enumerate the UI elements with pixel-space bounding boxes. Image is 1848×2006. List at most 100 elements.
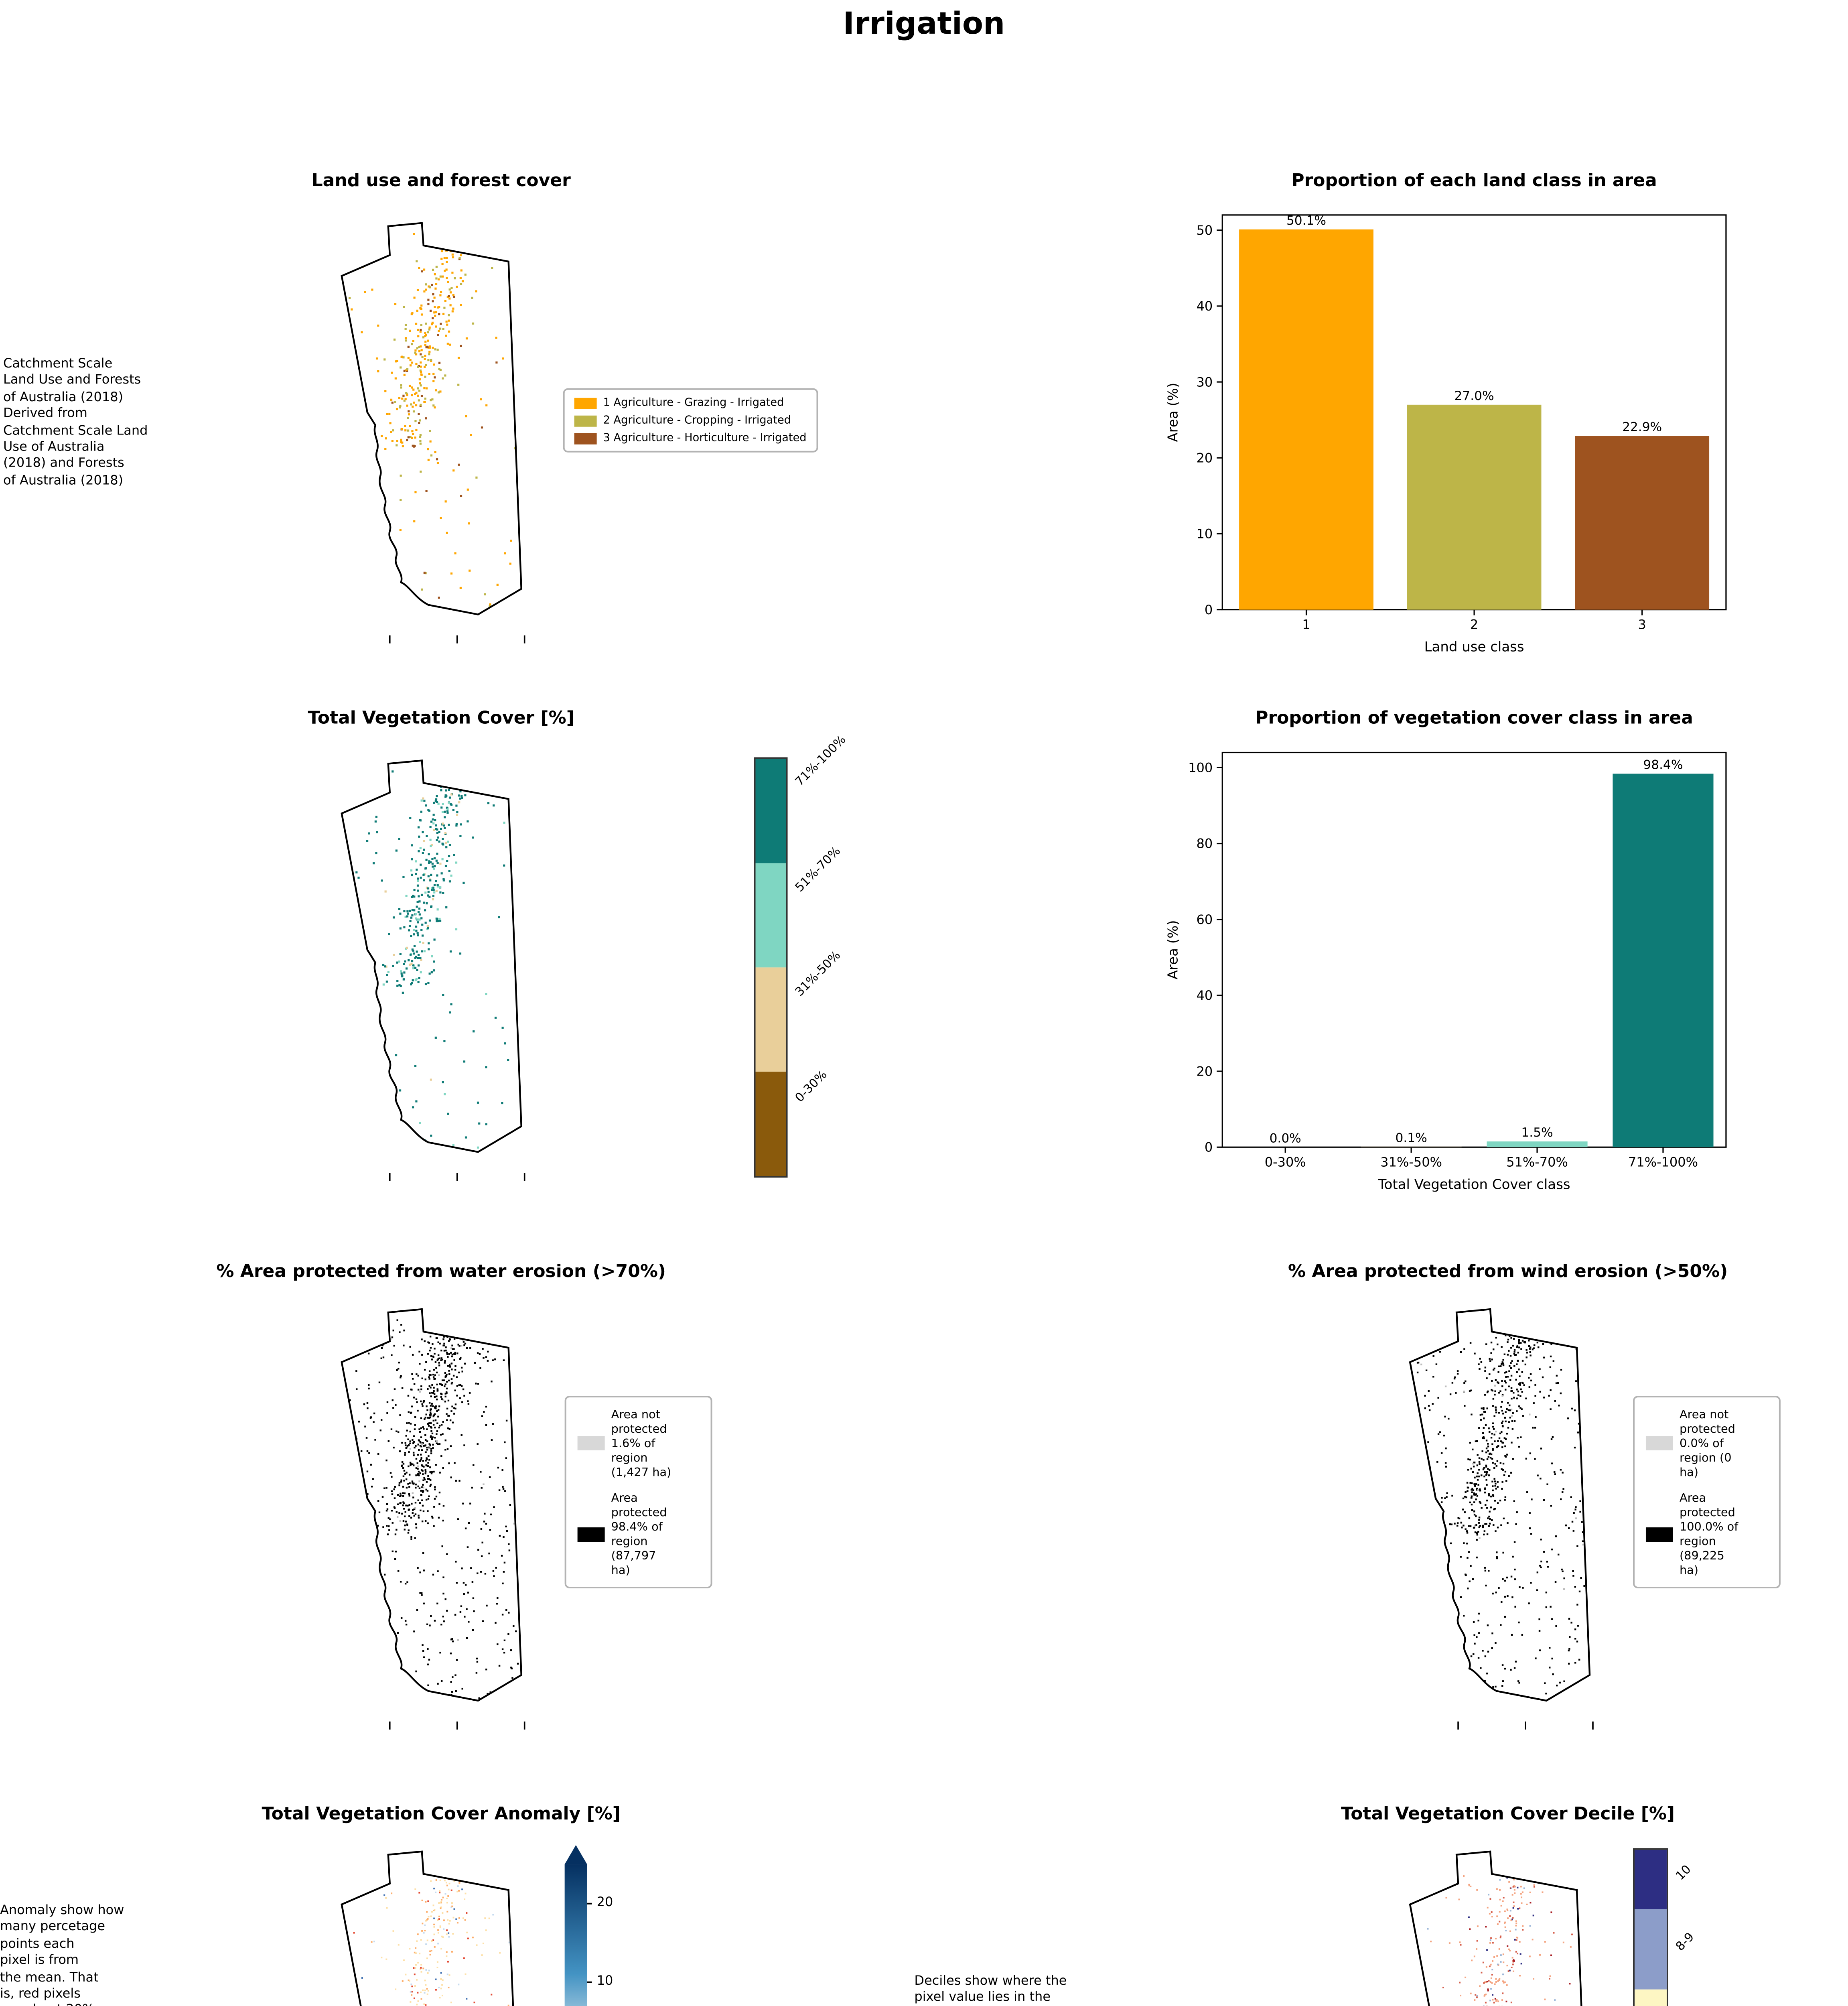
landuse-map — [341, 222, 525, 644]
anomaly-colorbar-arrow-up — [564, 1845, 587, 1864]
svg-text:Area (%): Area (%) — [1165, 383, 1181, 442]
colorbar-segment — [755, 1072, 786, 1176]
svg-text:71%-100%: 71%-100% — [1628, 1154, 1698, 1169]
wind-erosion-title: % Area protected from wind erosion (>50%… — [1288, 1261, 1728, 1282]
legend-entry: 1 Agriculture - Grazing - Irrigated — [574, 396, 807, 409]
svg-text:40: 40 — [1197, 988, 1213, 1003]
legend-label: Area protected 100.0% of region (89,225 … — [1679, 1490, 1738, 1578]
svg-text:Total Vegetation Cover class: Total Vegetation Cover class — [1378, 1176, 1570, 1192]
colorbar-label: 10 — [1673, 1862, 1694, 1884]
map-pixels — [1416, 1319, 1588, 1701]
legend-entry: 2 Agriculture - Cropping - Irrigated — [574, 414, 807, 427]
bar — [1407, 404, 1542, 610]
colorbar-segment — [1634, 1909, 1667, 1990]
decile-map-title: Total Vegetation Cover Decile [%] — [1341, 1803, 1675, 1824]
svg-text:3: 3 — [1638, 617, 1646, 632]
page-title: Irrigation — [843, 6, 1005, 42]
svg-text:10: 10 — [1197, 526, 1213, 542]
svg-text:Land use class: Land use class — [1424, 639, 1524, 655]
legend-label: 3 Agriculture - Horticulture - Irrigated — [603, 431, 807, 445]
anomaly-colorbar-bar — [564, 1864, 587, 2006]
legend-entry: Area not protected 0.0% of region (0 ha) — [1645, 1407, 1768, 1480]
colorbar-tick-label: 10 — [596, 1974, 613, 1988]
colorbar-label: 71%-100% — [792, 732, 849, 789]
bar — [1575, 436, 1710, 610]
region-outline — [1409, 1308, 1591, 1702]
water-erosion-title: % Area protected from water erosion (>70… — [216, 1261, 666, 1282]
decile-colorbar-bar — [1633, 1848, 1668, 2006]
colorbar-label: 51%-70% — [792, 843, 844, 894]
wind-erosion-legend: Area not protected 0.0% of region (0 ha)… — [1633, 1396, 1781, 1589]
region-outline — [1409, 1850, 1582, 2006]
legend-label: Area not protected 1.6% of region (1,427… — [611, 1407, 671, 1480]
water-erosion-map — [341, 1308, 525, 1730]
landclass-chart-title: Proportion of each land class in area — [1291, 170, 1657, 191]
svg-text:51%-70%: 51%-70% — [1506, 1154, 1568, 1169]
landuse-legend: 1 Agriculture - Grazing - Irrigated 2 Ag… — [563, 388, 818, 453]
legend-label: 2 Agriculture - Cropping - Irrigated — [603, 414, 791, 427]
region-outline — [341, 759, 522, 1153]
svg-text:98.4%: 98.4% — [1643, 758, 1683, 772]
map-pixels — [348, 233, 517, 615]
cropping-swatch — [574, 414, 597, 426]
colorbar-tick — [587, 1981, 592, 1983]
svg-text:50.1%: 50.1% — [1286, 213, 1326, 228]
colorbar-tick — [587, 1902, 592, 1904]
horticulture-swatch — [574, 432, 597, 444]
legend-label: 1 Agriculture - Grazing - Irrigated — [603, 396, 784, 409]
colorbar-segment — [1634, 1990, 1667, 2006]
vegcover-colorbar: 71%-100% 51%-70% 31%-50% 0-30% — [754, 732, 849, 1178]
svg-text:20: 20 — [1197, 1064, 1213, 1079]
colorbar-segment — [755, 863, 786, 968]
colorbar-label: 31%-50% — [792, 948, 844, 999]
svg-text:0.0%: 0.0% — [1270, 1131, 1301, 1145]
bar — [1613, 774, 1714, 1147]
svg-text:22.9%: 22.9% — [1622, 420, 1662, 434]
vegcover-map — [341, 759, 525, 1181]
not-protected-swatch — [1645, 1436, 1673, 1451]
region-outline — [341, 1308, 522, 1702]
svg-text:80: 80 — [1197, 836, 1213, 851]
svg-text:50: 50 — [1197, 223, 1213, 238]
legend-entry: Area not protected 1.6% of region (1,427… — [577, 1407, 700, 1480]
colorbar-tick-label: 20 — [596, 1895, 613, 1910]
colorbar-segment — [755, 759, 786, 863]
map-pixels — [348, 1319, 519, 1701]
svg-text:30: 30 — [1197, 374, 1213, 390]
svg-text:40: 40 — [1197, 298, 1213, 314]
water-erosion-legend: Area not protected 1.6% of region (1,427… — [564, 1396, 712, 1589]
svg-text:31%-50%: 31%-50% — [1380, 1154, 1442, 1169]
legend-label: Area protected 98.4% of region (87,797 h… — [611, 1490, 667, 1578]
protected-swatch — [577, 1527, 605, 1541]
svg-text:2: 2 — [1470, 617, 1478, 632]
anomaly-colorbar: 20100−10−20 — [564, 1845, 639, 2006]
not-protected-swatch — [577, 1436, 605, 1451]
legend-entry: 3 Agriculture - Horticulture - Irrigated — [574, 432, 807, 445]
landclass-bar-chart: 0 10 20 30 40 50 Area (%) 50.1% 1 27.0% 2 22.9% 3 Lan… — [1165, 213, 1727, 655]
legend-entry: Area protected 100.0% of region (89,225 … — [1645, 1490, 1768, 1578]
vegcover-map-title: Total Vegetation Cover [%] — [308, 707, 574, 729]
vegclass-bar-chart: 0 20 40 60 80 100 Area (%) 0.0% 0-30% 0.1% 31%-50%… — [1165, 751, 1727, 1192]
colorbar-segment — [755, 967, 786, 1072]
decile-colorbar: 108-94-72-31 — [1633, 1848, 1697, 2006]
decile-note: Deciles show where the pixel value lies … — [914, 1973, 1067, 2005]
svg-text:Area (%): Area (%) — [1165, 920, 1181, 979]
region-outline — [341, 222, 522, 615]
colorbar-segment — [1634, 1850, 1667, 1909]
legend-label: Area not protected 0.0% of region (0 ha) — [1679, 1407, 1735, 1480]
svg-text:0.1%: 0.1% — [1396, 1131, 1427, 1145]
svg-text:0-30%: 0-30% — [1265, 1154, 1306, 1169]
svg-text:60: 60 — [1197, 912, 1213, 927]
map-pixels — [348, 1861, 518, 2006]
colorbar-label: 8-9 — [1673, 1929, 1697, 1954]
svg-text:27.0%: 27.0% — [1454, 389, 1494, 403]
svg-text:1: 1 — [1302, 617, 1310, 632]
svg-text:100: 100 — [1188, 760, 1213, 776]
bar — [1239, 229, 1373, 610]
anomaly-note: Anomaly show how many percetage points e… — [0, 1902, 124, 2006]
svg-text:0: 0 — [1205, 602, 1213, 617]
wind-erosion-map — [1409, 1308, 1594, 1730]
svg-text:20: 20 — [1197, 450, 1213, 465]
svg-text:0: 0 — [1205, 1139, 1213, 1155]
